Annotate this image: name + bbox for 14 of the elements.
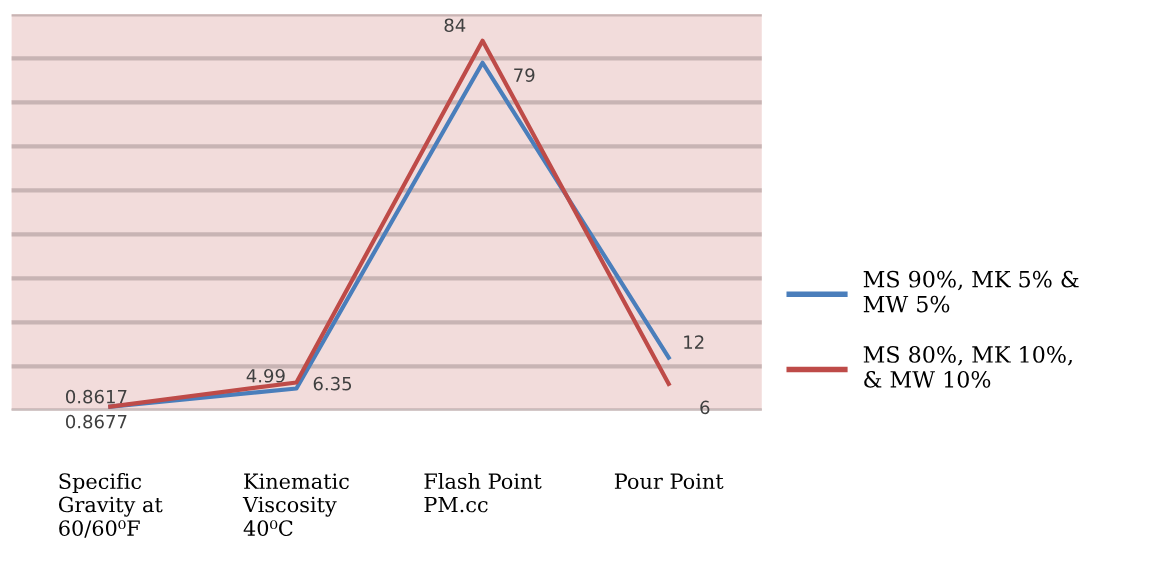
data-label: 6.35 bbox=[313, 376, 352, 391]
data-label: 12 bbox=[684, 335, 704, 349]
legend-label: MS 80%, MK 10%, & MW 10% bbox=[863, 346, 1072, 388]
data-label: 79 bbox=[514, 68, 535, 82]
data-label: 6 bbox=[700, 400, 710, 415]
x-tick-label: Pour Point bbox=[614, 473, 724, 490]
data-label: 0.8617 bbox=[66, 389, 127, 404]
data-label: 4.99 bbox=[246, 368, 285, 383]
x-tick-label: Specific Gravity at 60/60⁰F bbox=[58, 472, 163, 538]
legend-label: MS 90%, MK 5% & MW 5% bbox=[863, 270, 1079, 313]
x-tick-label: Kinematic Viscosity 40⁰C bbox=[242, 473, 349, 536]
data-label: 84 bbox=[444, 18, 466, 33]
data-label: 0.8677 bbox=[66, 414, 127, 429]
x-tick-label: Flash Point PM.cc bbox=[424, 472, 542, 513]
